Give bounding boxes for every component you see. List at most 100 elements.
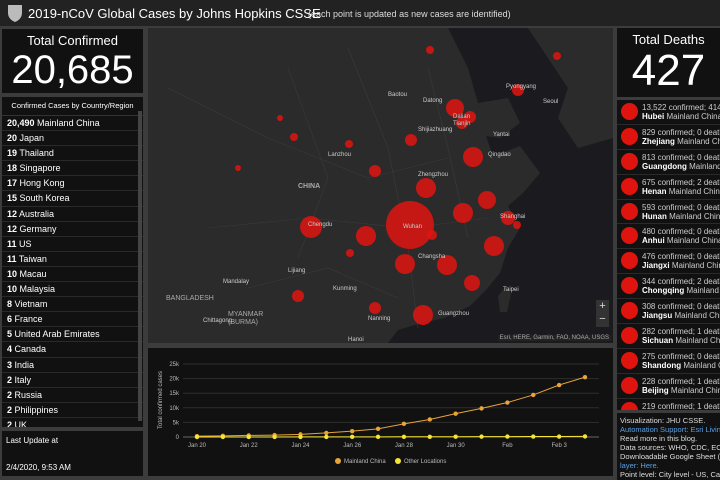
y-axis-label: Total confirmed cases: [158, 371, 164, 429]
logo: [8, 5, 22, 22]
province: Anhui: [642, 236, 665, 246]
text: 813 confirmed; 0 deaths Guangdong Mainlan…: [642, 153, 720, 171]
chart: Total confirmed cases 0 5k 10k 15k 20k 25k Jan…: [158, 362, 599, 465]
country: Japan: [19, 133, 45, 144]
place-label: Seoul: [543, 99, 558, 105]
place-label: Shanghai: [500, 214, 525, 220]
y-tick-label: 0: [176, 435, 180, 441]
map[interactable]: CHINA Baotou Datong Dalian Tianjin Shijiazhua…: [148, 28, 613, 343]
death-row: 593 confirmed; 0 deaths Hunan Mainland Ch…: [617, 200, 720, 225]
province: Guangdong: [642, 161, 687, 171]
legend-label: Other Locations: [404, 459, 446, 465]
legend-swatch: [335, 458, 341, 464]
count: 12: [7, 223, 18, 234]
country: Australia: [19, 208, 55, 219]
marker: [621, 103, 638, 120]
count: 8: [7, 299, 13, 310]
case-bubble: [484, 236, 504, 256]
death-row: 219 confirmed; 1 deathsShanghai Mainland…: [617, 399, 720, 410]
x-tick-label: Jan 30: [447, 443, 466, 449]
counts: 344 confirmed; 2 deaths: [642, 277, 720, 287]
info-line: Point level: City level - US, Canada: [620, 470, 720, 479]
case-bubble: [386, 201, 434, 249]
point: [531, 434, 536, 439]
country-row: 20,490 Mainland China: [2, 116, 143, 132]
attribution: Esri, HERE, Garmin, FAO, NOAA, USGS: [497, 335, 611, 341]
point: [556, 382, 562, 388]
scrollbar[interactable]: [138, 111, 142, 421]
country: Philippines: [14, 404, 59, 415]
place-label: CHINA: [298, 183, 320, 190]
province: Hubei: [642, 112, 665, 121]
case-bubble: [553, 52, 561, 60]
info-lines: Visualization: JHU CSSE. Automation Suppo…: [620, 416, 720, 479]
place-label: Chengdu: [308, 222, 332, 228]
map-canvas: CHINA Baotou Datong DalianTianjinShijiazhua…: [166, 28, 613, 343]
province: Henan: [642, 186, 667, 196]
point: [531, 392, 536, 398]
death-row: 344 confirmed; 2 deaths Chongqing Mainlan…: [617, 274, 720, 300]
place-label: Qingdao: [488, 152, 511, 158]
death-row: 13,522 confirmed; 414 deathsHubei Mainla…: [617, 100, 720, 125]
place-label: (BURMA): [228, 319, 258, 326]
country-row: 18 Singapore: [2, 161, 143, 177]
count: 4: [7, 344, 13, 355]
case-bubble: [356, 226, 376, 246]
point: [375, 426, 381, 432]
country-row: 2 Philippines: [2, 403, 143, 418]
counts: 282 confirmed; 1 deaths: [642, 327, 720, 337]
country: India: [14, 359, 35, 370]
counts: 308 confirmed; 0 deaths: [642, 302, 720, 312]
marker: [621, 327, 638, 345]
country: Vietnam: [14, 299, 48, 310]
case-bubble: [416, 178, 436, 198]
counts: 593 confirmed; 0 deaths: [642, 202, 720, 212]
case-bubble: [427, 230, 437, 240]
country: South Korea: [19, 193, 70, 204]
x-tick-label: Feb 3: [551, 443, 567, 449]
count: 20: [7, 133, 18, 144]
country-row: 4 Canada: [2, 342, 143, 358]
place-label: Tianjin: [453, 121, 470, 127]
value: 20,685: [11, 48, 134, 92]
region: Mainland China: [666, 236, 720, 246]
place-label: Changsha: [418, 254, 446, 260]
country: United Arab Emirates: [14, 329, 100, 340]
country: Russia: [14, 389, 43, 400]
region: Mainland China: [683, 360, 720, 370]
y-tick-label: 5k: [173, 420, 180, 426]
country-row: 2 Russia: [2, 388, 143, 403]
legend-label: Mainland China: [344, 459, 386, 465]
info-line: Data sources: WHO, CDC, ECDC, NHC: [620, 443, 720, 452]
death-row: 275 confirmed; 0 deaths Shandong Mainland…: [617, 349, 720, 374]
x-tick-label: Jan 26: [343, 443, 362, 449]
country: Hong Kong: [19, 178, 65, 189]
count: 6: [7, 314, 13, 325]
province: Shandong: [642, 360, 682, 370]
death-row: 282 confirmed; 1 deaths Sichuan Mainland …: [617, 324, 720, 349]
point: [453, 434, 458, 439]
point: [194, 434, 200, 440]
point: [324, 430, 329, 436]
text: 219 confirmed; 1 deathsShanghai Mainland…: [642, 402, 720, 410]
place-label: Wuhan: [403, 224, 422, 230]
region: Mainland China: [674, 311, 720, 321]
country-row: 15 South Korea: [2, 191, 143, 207]
x-tick-label: Jan 20: [188, 443, 207, 449]
country: Canada: [14, 344, 47, 355]
count: 20,490: [7, 118, 35, 128]
count: 2: [7, 404, 13, 415]
count: 11: [7, 238, 17, 249]
country: Italy: [14, 374, 32, 385]
case-bubble: [345, 140, 353, 148]
country-row: 8 Vietnam: [2, 297, 143, 313]
total-confirmed: Total Confirmed 20,685: [2, 29, 143, 93]
count: 15: [7, 193, 18, 204]
point: [453, 411, 458, 416]
case-bubble: [235, 165, 241, 171]
case-bubble: [464, 111, 476, 123]
place-label: Pyongyang: [506, 84, 536, 90]
country-row: 17 Hong Kong: [2, 176, 143, 192]
zoom-controls[interactable]: + −: [596, 300, 609, 327]
